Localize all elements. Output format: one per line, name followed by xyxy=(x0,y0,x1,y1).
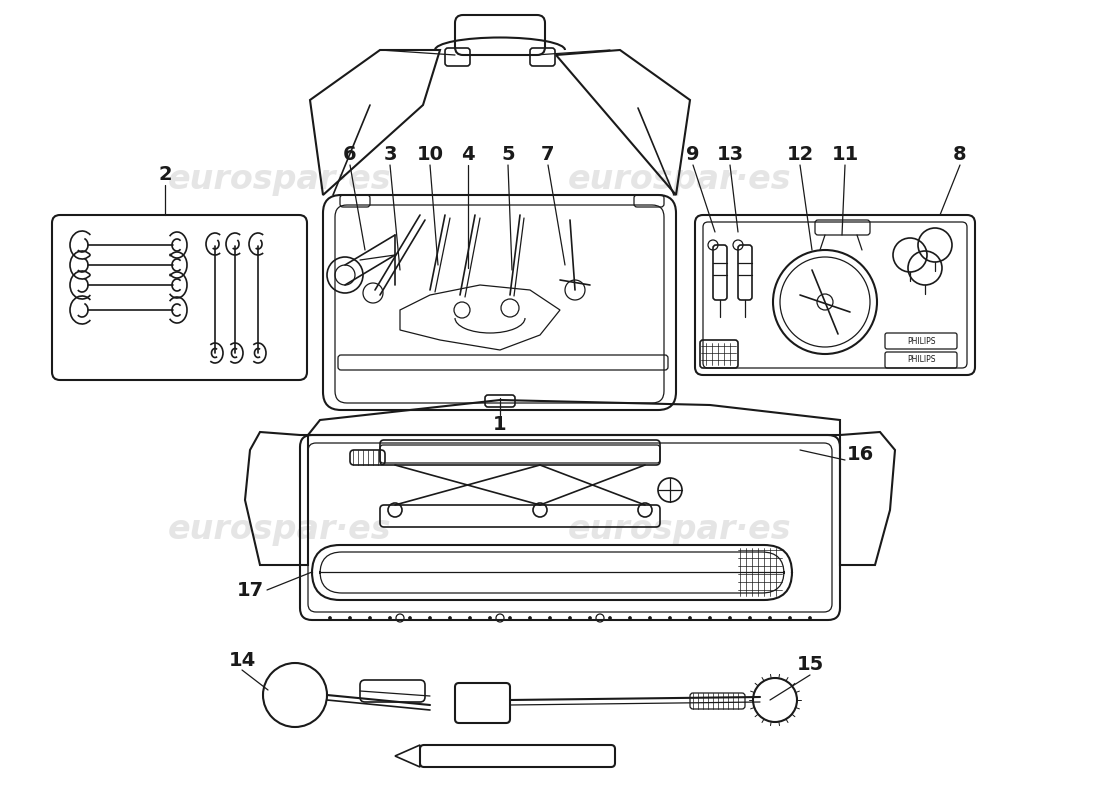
Text: 9: 9 xyxy=(686,146,700,165)
Text: 10: 10 xyxy=(417,146,443,165)
Circle shape xyxy=(429,617,431,619)
Circle shape xyxy=(728,617,732,619)
Circle shape xyxy=(488,617,492,619)
Text: eurospar·es: eurospar·es xyxy=(569,163,792,197)
Circle shape xyxy=(689,617,692,619)
Text: 7: 7 xyxy=(541,146,554,165)
Circle shape xyxy=(769,617,771,619)
Text: 17: 17 xyxy=(236,581,264,599)
Text: 2: 2 xyxy=(158,166,172,185)
Text: 5: 5 xyxy=(502,146,515,165)
Circle shape xyxy=(329,617,331,619)
Text: 3: 3 xyxy=(383,146,397,165)
Circle shape xyxy=(669,617,671,619)
Text: 14: 14 xyxy=(229,650,255,670)
Circle shape xyxy=(748,617,751,619)
Circle shape xyxy=(368,617,372,619)
Circle shape xyxy=(649,617,651,619)
Circle shape xyxy=(608,617,612,619)
Text: 16: 16 xyxy=(846,446,873,465)
Text: eurospar·es: eurospar·es xyxy=(168,514,392,546)
Circle shape xyxy=(528,617,531,619)
Text: 6: 6 xyxy=(343,146,356,165)
Circle shape xyxy=(569,617,572,619)
Circle shape xyxy=(588,617,592,619)
Text: 13: 13 xyxy=(716,146,744,165)
Circle shape xyxy=(628,617,631,619)
Circle shape xyxy=(808,617,812,619)
Circle shape xyxy=(408,617,411,619)
Circle shape xyxy=(549,617,551,619)
Circle shape xyxy=(708,617,712,619)
Text: 4: 4 xyxy=(461,146,475,165)
Text: eurospar·es: eurospar·es xyxy=(168,163,392,197)
Text: 15: 15 xyxy=(796,655,824,674)
Text: 1: 1 xyxy=(493,415,507,434)
Circle shape xyxy=(349,617,352,619)
Circle shape xyxy=(449,617,451,619)
Circle shape xyxy=(789,617,792,619)
Circle shape xyxy=(469,617,472,619)
Text: PHILIPS: PHILIPS xyxy=(906,337,935,346)
Text: 11: 11 xyxy=(832,146,859,165)
Text: eurospar·es: eurospar·es xyxy=(569,514,792,546)
Circle shape xyxy=(508,617,512,619)
Text: 12: 12 xyxy=(786,146,814,165)
Text: PHILIPS: PHILIPS xyxy=(906,355,935,365)
Circle shape xyxy=(388,617,392,619)
Text: 8: 8 xyxy=(954,146,967,165)
